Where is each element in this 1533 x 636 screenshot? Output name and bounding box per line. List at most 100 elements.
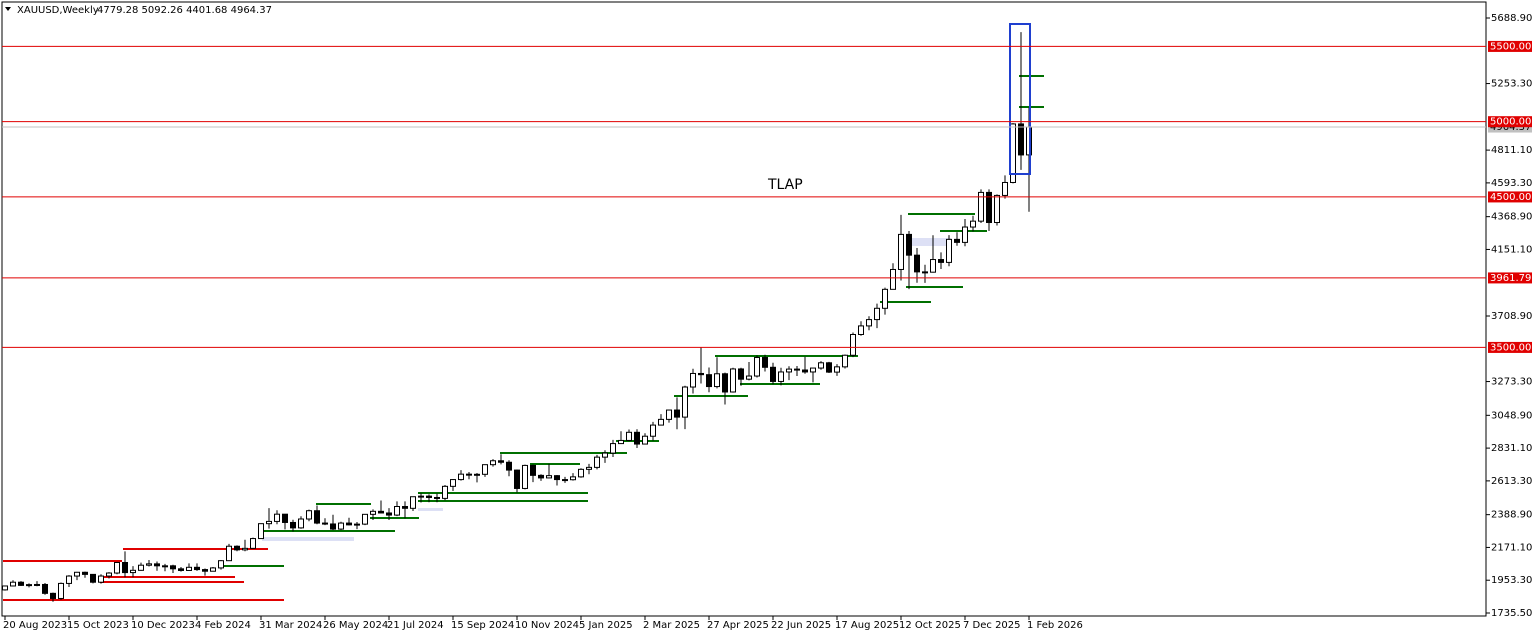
candle-body [698,372,704,376]
candle-body [562,479,568,482]
candle-body [954,238,960,243]
candle-body [634,431,640,445]
candle-body [114,561,120,574]
candle-body [498,460,504,463]
y-tick-label: 2831.10 [1491,443,1532,454]
x-tick-label: 31 Mar 2024 [259,620,322,631]
candle-body [626,431,632,441]
candle-body [714,373,720,388]
candle-body [874,307,880,321]
candle-body [370,510,376,515]
candle-body [682,386,688,418]
level-label: 3500.00 [1490,342,1531,353]
level-box [1488,191,1532,203]
annotation: TLAP [767,177,803,193]
x-tick-label: 22 Jun 2025 [771,620,831,631]
candle-body [930,259,936,273]
candle-body [1002,181,1008,196]
candle-body [866,319,872,327]
zone [906,238,951,246]
candle-body [234,545,240,551]
candle-body [42,583,48,594]
candle-body [674,409,680,418]
candle-body [90,573,96,583]
candle-body [450,479,456,487]
candle-body [530,464,536,476]
candle-body [514,469,520,489]
candle-body [858,325,864,335]
candle-body [570,476,576,481]
candle-body [106,572,112,577]
candle-body [434,496,440,499]
candle-body [546,475,552,479]
drawings [3,75,1044,601]
y-tick-label: 4151.10 [1491,244,1532,255]
candle-body [746,375,752,380]
candle-body [994,194,1000,224]
candle-body [138,564,144,571]
candle-body [650,424,656,437]
candle-body [426,495,432,498]
candle-body [378,510,384,514]
candle-body [162,565,168,568]
candle-body [458,473,464,481]
candle-body [402,506,408,509]
candle-body [26,584,32,587]
y-tick-label: 3273.30 [1491,377,1532,388]
x-tick-label: 21 Jul 2024 [387,620,444,631]
candle-body [938,259,944,263]
candle-body [506,461,512,471]
candle-body [922,271,928,274]
candle-body [226,545,232,562]
marks [2,32,1032,602]
candle-body [754,357,760,377]
candle-body [314,510,320,524]
candle-body [298,518,304,529]
candle-body [394,506,400,516]
candle-body [218,560,224,569]
y-tick-label: 1735.50 [1491,608,1532,619]
candle-body [826,362,832,373]
y-tick-label: 3708.90 [1491,311,1532,322]
candle-body [202,569,208,572]
candle-body [34,583,40,586]
candle-body [738,368,744,380]
zone [262,537,354,541]
x-tick-label: 4 Feb 2024 [195,620,251,631]
candle-body [386,512,392,516]
highlight-box [1009,23,1031,175]
candle-body [986,191,992,224]
level-label: 4500.00 [1490,192,1531,203]
x-tick-label: 10 Nov 2024 [515,620,579,631]
current-price-label: 4964.37 [1490,122,1531,133]
candle-body [266,520,272,525]
x-tick-label: 20 Aug 2023 [3,620,67,631]
candle-body [330,523,336,530]
level-label: 5000.00 [1490,117,1531,128]
x-tick-label: 15 Sep 2024 [451,620,514,631]
candle-body [890,268,896,290]
level-box [1488,116,1532,128]
level-box [1488,341,1532,353]
candle-body [418,495,424,498]
candle-body [658,418,664,426]
candle-body [762,357,768,368]
candle-body [146,563,152,566]
candle-body [18,581,24,586]
candle-body [706,374,712,388]
candle-body [1018,123,1024,156]
zone [418,508,443,511]
candle-body [778,371,784,382]
candle-body [970,220,976,228]
level-label: 3961.79 [1490,273,1531,284]
candle-body [794,368,800,371]
candle-body [802,369,808,373]
candle-body [410,496,416,509]
candle-body [290,521,296,529]
candle-body [50,592,56,599]
x-tick-label: 1 Feb 2026 [1027,620,1083,631]
candle-body [730,368,736,393]
candle-body [962,226,968,243]
x-tick-label: 2 Mar 2025 [643,620,700,631]
y-tick-label: 4811.10 [1491,145,1532,156]
